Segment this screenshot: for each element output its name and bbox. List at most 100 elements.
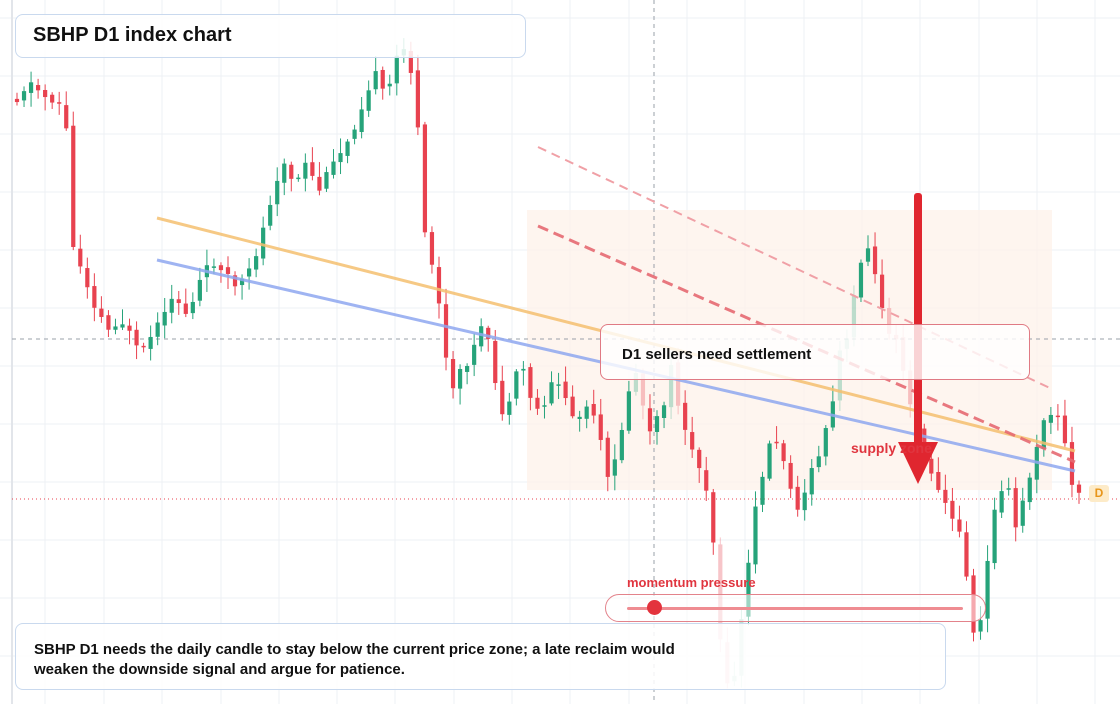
candle-body	[190, 301, 195, 314]
candle	[373, 56, 378, 95]
candle-body	[507, 401, 512, 415]
candle	[422, 121, 428, 238]
candle	[493, 329, 498, 390]
candle-body	[1055, 415, 1061, 418]
momentum-track	[627, 607, 963, 610]
candle	[457, 364, 463, 405]
candle-body	[697, 449, 702, 469]
candle-body	[570, 396, 575, 417]
candle-body	[647, 408, 653, 432]
candle	[1076, 480, 1082, 504]
candle	[767, 440, 772, 481]
candle-body	[486, 327, 491, 339]
candle	[985, 545, 990, 633]
candle-body	[542, 405, 547, 407]
candle-body	[584, 406, 589, 419]
candle	[436, 256, 442, 319]
candle-body	[99, 308, 104, 317]
candle	[169, 284, 174, 324]
candle-body	[148, 336, 153, 349]
momentum-gauge[interactable]	[605, 594, 986, 622]
candle	[950, 487, 955, 532]
candle	[654, 410, 660, 445]
candle-body	[450, 359, 456, 389]
candle	[338, 138, 343, 175]
candle	[14, 92, 20, 106]
candle-body	[781, 443, 786, 462]
candle-body	[626, 391, 631, 431]
candle-body	[774, 441, 779, 444]
candle-body	[605, 437, 610, 477]
candle-body	[380, 69, 385, 89]
candle	[584, 400, 589, 429]
candle-body	[64, 105, 69, 129]
candle	[35, 78, 41, 99]
settlement-callout: D1 sellers need settlement	[600, 324, 1030, 380]
candle	[232, 271, 238, 296]
candle-body	[50, 94, 55, 103]
candle-body	[654, 416, 660, 432]
candle	[28, 71, 34, 107]
candle	[345, 139, 350, 164]
candle-body	[1041, 420, 1046, 449]
candle	[943, 474, 948, 515]
candle-body	[239, 278, 245, 286]
candle	[57, 91, 62, 115]
candle-body	[457, 368, 463, 389]
candle	[268, 195, 273, 231]
candle-body	[943, 489, 948, 503]
candle	[992, 497, 997, 570]
candle	[183, 288, 188, 318]
candle-body	[415, 70, 420, 128]
candle	[795, 475, 800, 517]
candle	[331, 149, 336, 179]
candle	[450, 351, 456, 399]
candle-body	[324, 172, 329, 189]
candle	[303, 153, 308, 192]
candle-body	[443, 304, 449, 358]
candle-body	[802, 492, 807, 511]
candle-body	[282, 163, 287, 183]
candle	[690, 416, 695, 458]
candle-body	[218, 265, 224, 271]
candle-body	[619, 429, 624, 461]
candle-body	[436, 267, 442, 304]
candle	[802, 479, 807, 521]
candle	[21, 86, 27, 107]
candle	[542, 395, 547, 419]
candle	[964, 521, 969, 581]
candle-body	[795, 486, 800, 510]
candle-body	[359, 109, 364, 133]
candle-body	[640, 373, 646, 406]
candle	[872, 232, 878, 284]
candle	[92, 273, 97, 322]
momentum-knob[interactable]	[646, 600, 662, 615]
candle-body	[366, 90, 371, 111]
candle	[99, 296, 104, 323]
candle-body	[1006, 488, 1011, 490]
momentum-label: momentum pressure	[627, 575, 756, 590]
candle	[366, 80, 371, 117]
candle-body	[500, 380, 505, 415]
candle	[858, 259, 864, 303]
candle-body	[908, 370, 913, 405]
candle-body	[872, 246, 878, 275]
candle-body	[71, 125, 76, 247]
candle-body	[268, 204, 273, 226]
candle	[500, 365, 505, 421]
candle	[465, 363, 470, 385]
candle	[760, 471, 765, 513]
candle	[816, 445, 821, 473]
candle-body	[978, 620, 983, 632]
candle	[619, 422, 624, 464]
candle	[591, 389, 596, 424]
candle-body	[879, 274, 885, 308]
supply-zone-label: supply zone	[851, 440, 932, 456]
candle	[197, 267, 202, 307]
candle	[71, 111, 76, 251]
candle	[556, 372, 561, 399]
candle	[380, 66, 385, 100]
candle-body	[317, 176, 322, 191]
candle-body	[35, 85, 41, 91]
candle-body	[225, 267, 231, 274]
